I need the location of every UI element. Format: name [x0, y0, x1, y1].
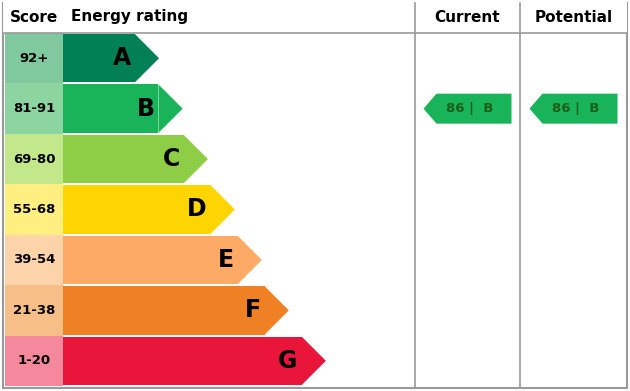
Polygon shape [184, 135, 208, 183]
Polygon shape [158, 84, 183, 133]
Bar [63, 286, 265, 335]
Bar [63, 135, 184, 183]
Text: 92+: 92+ [20, 52, 49, 65]
Text: B: B [137, 97, 154, 121]
Text: A: A [113, 46, 131, 70]
Bar [63, 84, 158, 133]
Text: 69-80: 69-80 [13, 152, 55, 165]
Bar [5, 134, 63, 184]
Bar [63, 236, 238, 284]
Text: 86 |  B: 86 | B [446, 102, 493, 115]
Polygon shape [265, 286, 289, 335]
Bar [5, 335, 63, 386]
Text: 21-38: 21-38 [13, 304, 55, 317]
Text: 39-54: 39-54 [13, 253, 55, 266]
Polygon shape [210, 185, 235, 234]
Text: 1-20: 1-20 [18, 354, 50, 367]
Text: 55-68: 55-68 [13, 203, 55, 216]
Text: 86 |  B: 86 | B [552, 102, 599, 115]
Text: Energy rating: Energy rating [71, 9, 188, 25]
Bar [3, 0, 627, 33]
Text: F: F [244, 298, 261, 322]
Bar [63, 337, 302, 385]
Polygon shape [529, 93, 617, 124]
Text: C: C [163, 147, 180, 171]
Bar [63, 185, 210, 234]
Text: E: E [217, 248, 234, 272]
Polygon shape [135, 34, 159, 83]
Polygon shape [238, 236, 262, 284]
Bar [63, 34, 135, 83]
Text: Current: Current [435, 9, 500, 25]
Polygon shape [423, 93, 512, 124]
Text: 81-91: 81-91 [13, 102, 55, 115]
Bar [5, 184, 63, 235]
Polygon shape [302, 337, 326, 385]
Bar [5, 33, 63, 83]
Text: D: D [187, 197, 207, 221]
Bar [5, 83, 63, 134]
Bar [5, 235, 63, 285]
Bar [5, 285, 63, 335]
Text: Potential: Potential [534, 9, 612, 25]
Text: G: G [278, 349, 297, 373]
Text: Score: Score [10, 9, 58, 25]
